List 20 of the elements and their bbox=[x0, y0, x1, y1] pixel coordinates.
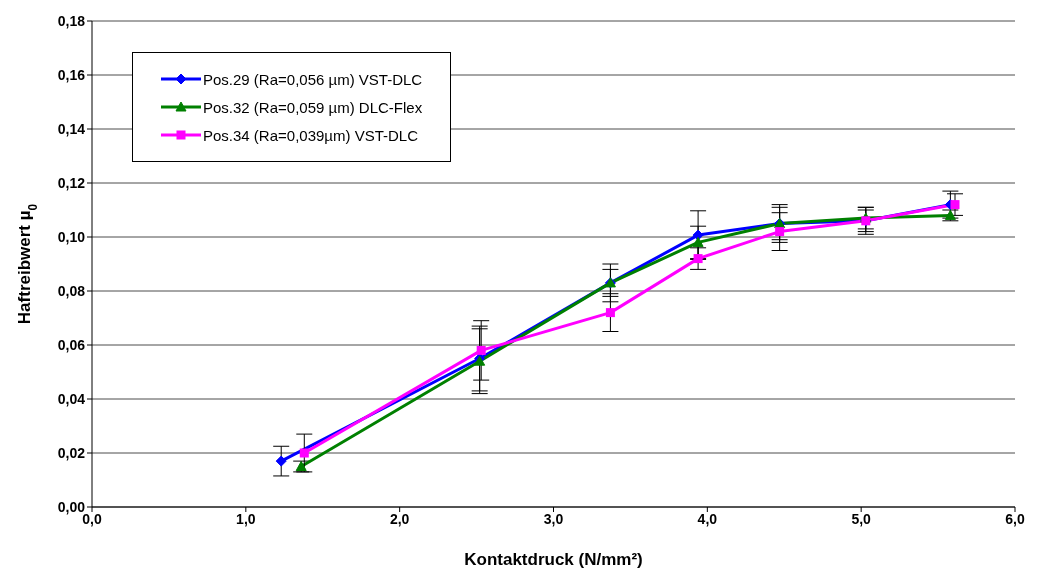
y-tick-label: 0,06 bbox=[57, 336, 86, 353]
y-tick-label: 0,12 bbox=[57, 174, 86, 191]
x-tick-label: 4,0 bbox=[697, 510, 718, 527]
y-tick-label: 0,02 bbox=[57, 444, 86, 461]
y-tick-label: 0,00 bbox=[57, 498, 86, 515]
x-tick-label: 1,0 bbox=[236, 510, 256, 527]
x-tick-label: 3,0 bbox=[543, 510, 564, 527]
x-tick-label: 5,0 bbox=[851, 510, 872, 527]
y-tick-label: 0,18 bbox=[57, 12, 86, 29]
x-tick-label: 2,0 bbox=[389, 510, 410, 527]
legend-label: Pos.34 (Ra=0,039µm) VST-DLC bbox=[203, 126, 418, 144]
x-axis-title: Kontaktdruck (N/mm²) bbox=[464, 550, 643, 569]
y-tick-label: 0,10 bbox=[57, 228, 86, 245]
x-tick-label: 6,0 bbox=[1005, 510, 1025, 527]
y-tick-label: 0,16 bbox=[57, 66, 86, 83]
y-tick-label: 0,04 bbox=[57, 390, 86, 407]
y-tick-label: 0,14 bbox=[57, 120, 86, 137]
legend-label: Pos.29 (Ra=0,056 µm) VST-DLC bbox=[203, 70, 423, 88]
y-tick-label: 0,08 bbox=[57, 282, 86, 299]
legend-label: Pos.32 (Ra=0,059 µm) DLC-Flex bbox=[203, 98, 423, 116]
